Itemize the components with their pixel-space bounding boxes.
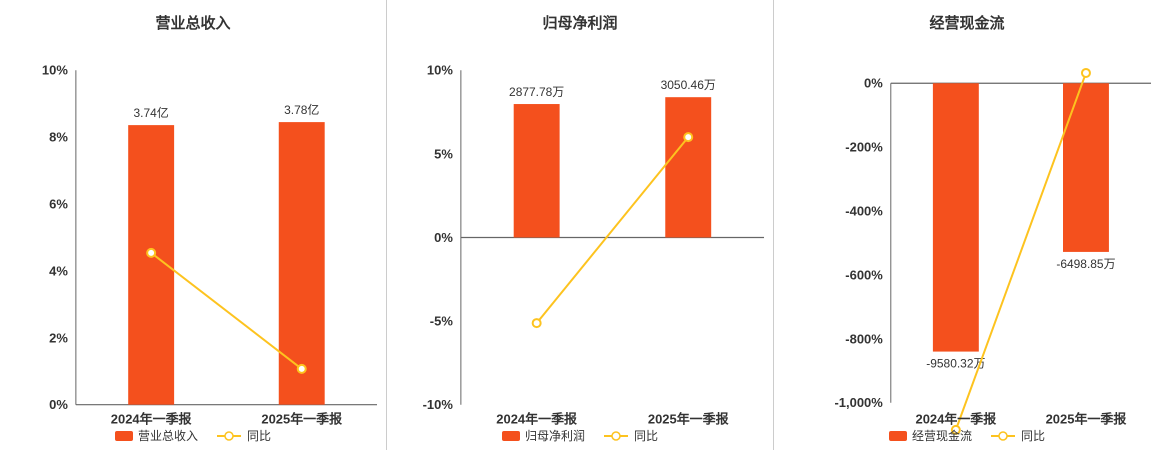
y-tick-label: -600% bbox=[845, 267, 883, 282]
y-tick-label: 0% bbox=[864, 76, 883, 91]
chart-canvas: -10% -5% 0% 5% 10% 2877.78万 3050.46万 2024年一季报 20… bbox=[423, 63, 765, 427]
yoy-marker bbox=[1080, 67, 1091, 78]
line-marker-icon bbox=[604, 430, 628, 441]
y-tick-label: -5% bbox=[430, 314, 454, 329]
y-tick-label: -1,000% bbox=[834, 395, 883, 410]
chart-legend: 营业总收入 同比 bbox=[0, 427, 386, 444]
line-marker-icon bbox=[217, 430, 241, 441]
legend-label: 经营现金流 bbox=[911, 429, 972, 443]
yoy-marker bbox=[296, 363, 307, 374]
y-tick-label: -800% bbox=[845, 331, 883, 346]
bar-value-label: 3.74亿 bbox=[134, 105, 169, 120]
bar-swatch-icon bbox=[114, 430, 133, 441]
bar bbox=[932, 83, 979, 352]
y-tick-label: 0% bbox=[434, 230, 453, 245]
legend-item-bar-series[interactable]: 经营现金流 bbox=[888, 427, 972, 444]
chart-title: 归母净利润 bbox=[542, 15, 618, 32]
x-category-label: 2024年一季报 bbox=[496, 412, 577, 427]
y-tick-label: 8% bbox=[49, 130, 68, 145]
bar bbox=[278, 122, 325, 405]
y-tick-label: 10% bbox=[427, 63, 453, 78]
yoy-marker bbox=[950, 424, 961, 435]
y-tick-label: 0% bbox=[49, 397, 68, 412]
y-tick-label: -200% bbox=[845, 140, 883, 155]
legend-item-line-series[interactable]: 同比 bbox=[216, 427, 271, 444]
yoy-marker bbox=[683, 132, 694, 143]
yoy-marker bbox=[146, 247, 157, 258]
bar bbox=[513, 104, 560, 238]
bar-value-label: -6498.85万 bbox=[1056, 257, 1115, 271]
y-tick-label: 6% bbox=[49, 197, 68, 212]
legend-label: 同比 bbox=[247, 429, 272, 443]
bar-value-label: -9580.32万 bbox=[926, 357, 985, 371]
y-tick-label: 2% bbox=[49, 330, 68, 345]
bar bbox=[1063, 83, 1109, 252]
legend-item-line-series[interactable]: 同比 bbox=[603, 427, 658, 444]
chart-legend: 经营现金流 同比 bbox=[774, 427, 1160, 444]
x-category-label: 2024年一季报 bbox=[915, 412, 996, 427]
legend-label: 同比 bbox=[634, 429, 659, 443]
legend-label: 营业总收入 bbox=[137, 429, 198, 443]
chart-canvas: 0% 2% 4% 6% 8% 10% 3.74亿 3.78亿 2024年一季报 2025年一季报 bbox=[42, 63, 378, 427]
yoy-line bbox=[535, 136, 690, 324]
bar-value-label: 2877.78万 bbox=[509, 85, 564, 99]
y-tick-label: 5% bbox=[434, 146, 453, 161]
chart-title: 营业总收入 bbox=[155, 15, 231, 32]
bar bbox=[665, 97, 712, 238]
bar-swatch-icon bbox=[888, 430, 907, 441]
legend-label: 归母净利润 bbox=[524, 429, 585, 443]
legend-item-bar-series[interactable]: 归母净利润 bbox=[501, 427, 585, 444]
bar-value-label: 3050.46万 bbox=[661, 78, 716, 92]
bar-swatch-icon bbox=[501, 430, 520, 441]
x-category-label: 2025年一季报 bbox=[261, 412, 342, 427]
legend-label: 同比 bbox=[1021, 429, 1046, 443]
chart-panel-net-profit: 归母净利润 -10% -5% 0% 5% 10% 2877.78万 3050.46万 2024… bbox=[387, 0, 774, 450]
chart-canvas: 0% -200% -400% -600% -800% -1,000% -9580.32万 -6… bbox=[834, 67, 1152, 435]
y-tick-label: -10% bbox=[423, 397, 454, 412]
x-category-label: 2024年一季报 bbox=[111, 412, 192, 427]
line-marker-icon bbox=[991, 430, 1015, 441]
y-tick-label: -400% bbox=[845, 204, 883, 219]
legend-item-bar-series[interactable]: 营业总收入 bbox=[114, 427, 198, 444]
yoy-marker bbox=[531, 318, 542, 329]
yoy-line bbox=[954, 72, 1087, 431]
x-category-label: 2025年一季报 bbox=[648, 412, 729, 427]
chart-panel-cash-flow: 经营现金流 0% -200% -400% -600% -800% -1,000% -9580… bbox=[774, 0, 1160, 450]
yoy-line bbox=[150, 252, 303, 370]
x-category-label: 2025年一季报 bbox=[1046, 412, 1127, 427]
chart-title: 经营现金流 bbox=[929, 15, 1005, 32]
chart-legend: 归母净利润 同比 bbox=[387, 427, 773, 444]
legend-item-line-series[interactable]: 同比 bbox=[990, 427, 1045, 444]
y-tick-label: 4% bbox=[49, 263, 68, 278]
bar-value-label: 3.78亿 bbox=[284, 102, 319, 117]
y-tick-label: 10% bbox=[42, 63, 68, 78]
chart-panel-revenue: 营业总收入 0% 2% 4% 6% 8% 10% 3.74亿 3.78亿 2024年一季报 202… bbox=[0, 0, 387, 450]
